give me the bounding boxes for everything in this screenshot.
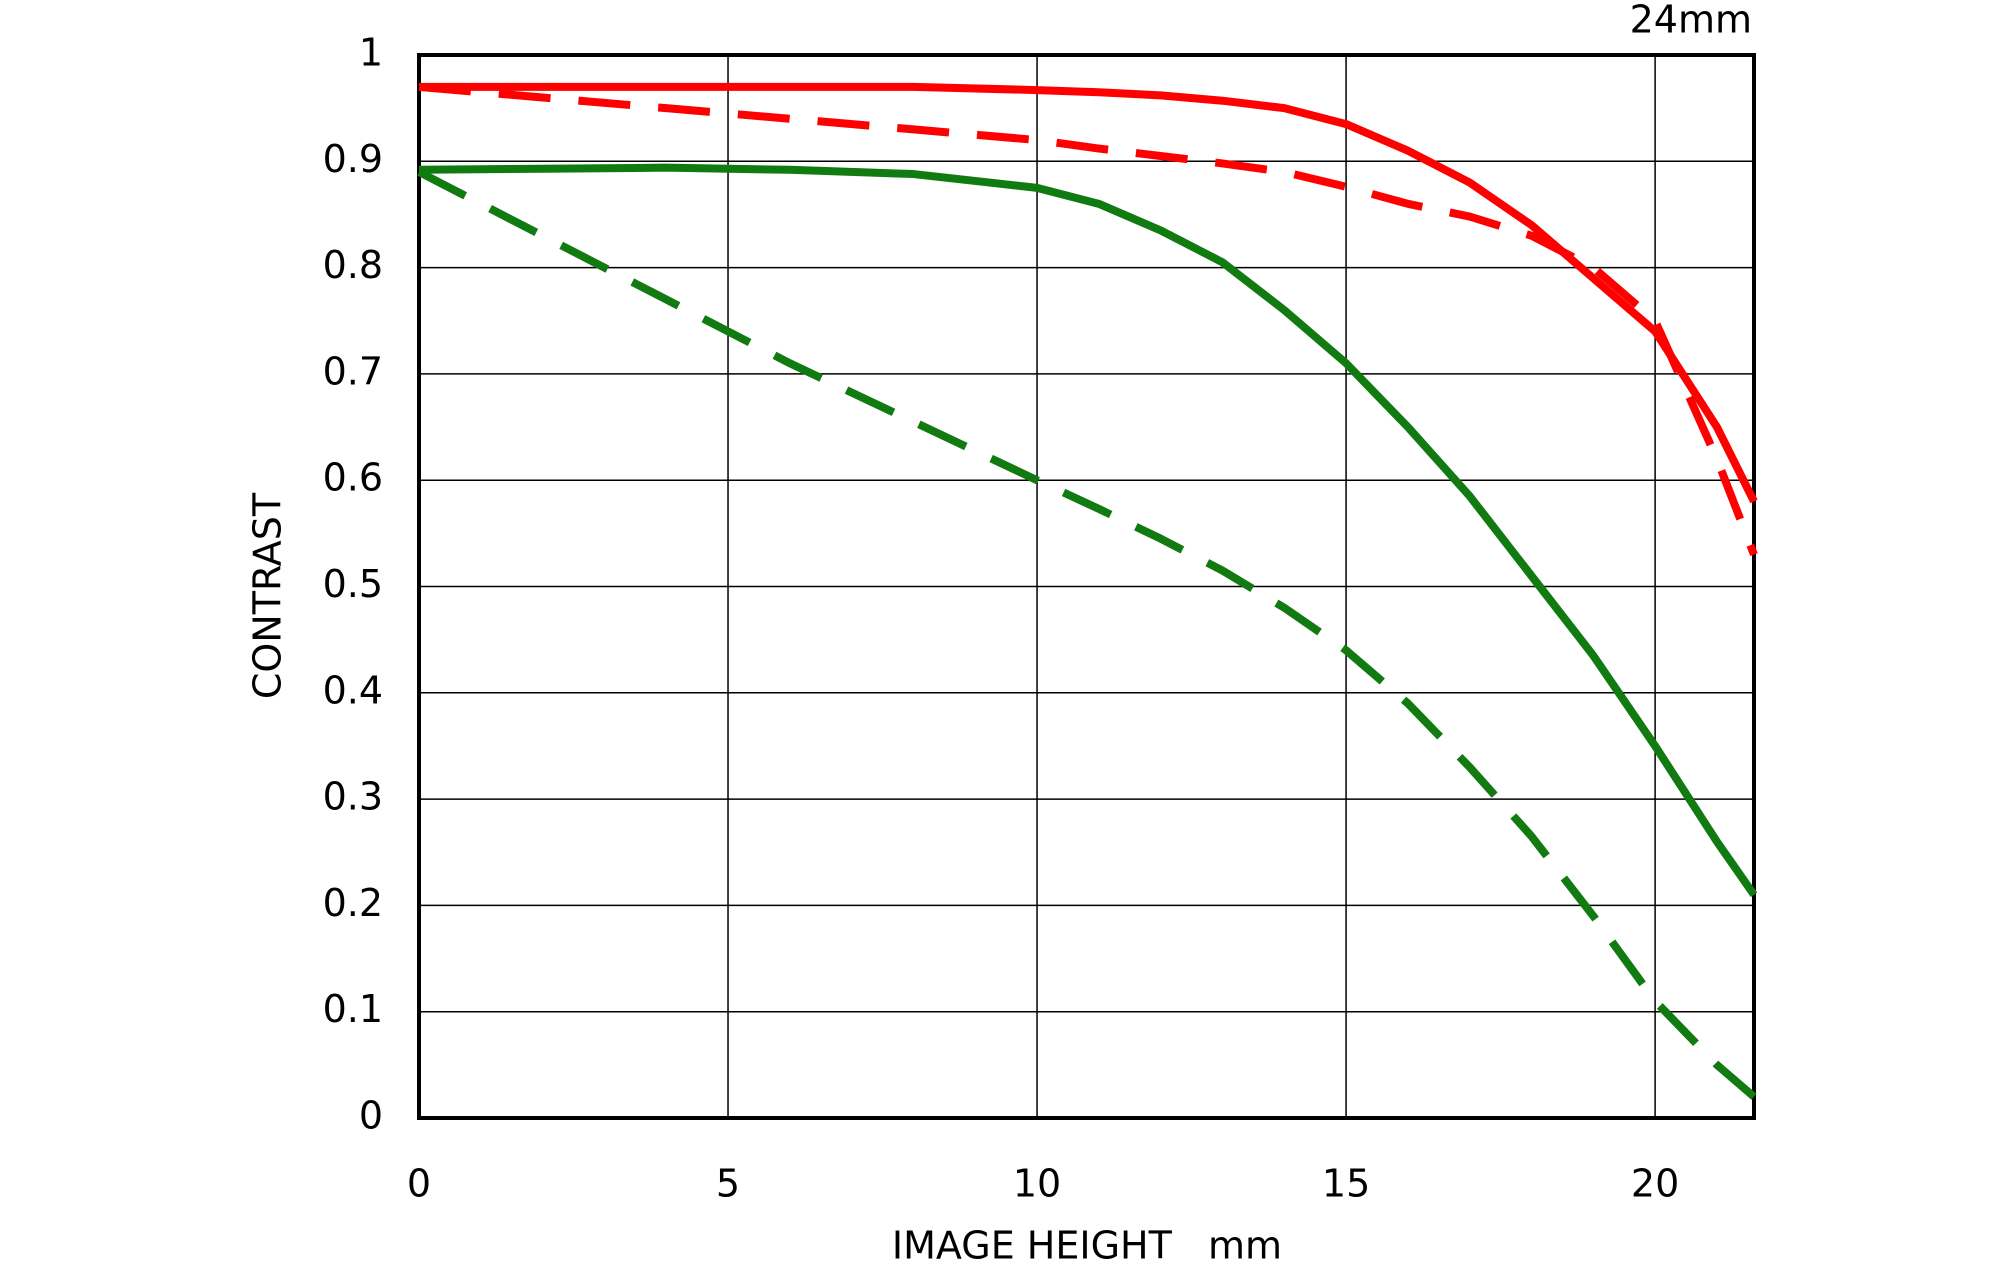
series-line [419,82,1758,504]
chart-title: 24mm [1630,0,1752,42]
y-tick-label: 0.9 [323,137,383,181]
y-tick-label: 0 [359,1094,383,1138]
x-tick-label: 15 [1322,1162,1370,1206]
y-tick-label: 1 [359,31,383,75]
y-tick-label: 0.1 [323,987,383,1031]
series-line [417,168,1757,1100]
x-tick-label: 5 [716,1162,740,1206]
y-tick-label: 0.7 [323,349,383,393]
series-line [418,82,1758,557]
y-tick-label: 0.6 [323,456,383,500]
y-tick-label: 0.2 [323,881,383,925]
x-tick-label: 10 [1013,1162,1061,1206]
y-tick-label: 0.5 [323,562,383,606]
series-line [418,163,1758,898]
y-tick-label: 0.8 [323,243,383,287]
y-tick-label: 0.3 [323,775,383,819]
x-tick-label: 0 [407,1162,431,1206]
x-axis-label: IMAGE HEIGHT mm [892,1224,1282,1264]
y-tick-label: 0.4 [323,668,383,712]
x-tick-label: 20 [1631,1162,1679,1206]
y-axis-label: CONTRAST [246,492,290,699]
plot-frame [417,53,1756,1120]
